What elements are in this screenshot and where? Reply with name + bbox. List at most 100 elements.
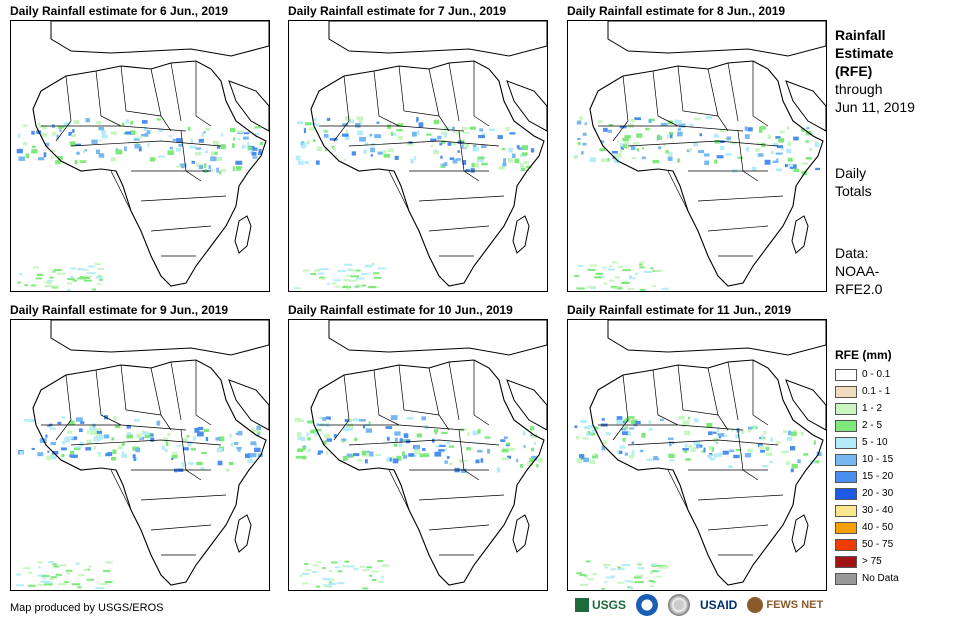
rain-pixel (612, 287, 619, 290)
rain-pixel (579, 583, 589, 586)
rain-pixel (785, 450, 789, 454)
legend-label: 2 - 5 (862, 420, 883, 431)
rain-pixel (361, 272, 369, 275)
legend-swatch (835, 538, 857, 551)
country-border (373, 369, 400, 426)
panel-title: Daily Rainfall estimate for 11 Jun., 201… (567, 303, 792, 317)
data-source-line: NOAA- (835, 263, 880, 279)
rain-pixel (345, 129, 349, 134)
rain-pixel (600, 140, 605, 144)
rain-pixel (67, 430, 73, 434)
rain-pixel (112, 449, 117, 455)
rain-pixel (96, 283, 101, 286)
data-source: Data: NOAA- RFE2.0 (835, 244, 882, 298)
rain-pixel (648, 420, 652, 424)
rain-pixel (452, 142, 457, 146)
rain-pixel (652, 580, 656, 583)
country-border (319, 424, 465, 431)
rain-pixel (359, 136, 366, 142)
rain-pixel (449, 157, 455, 161)
rain-pixel (422, 447, 426, 451)
rain-pixel (77, 586, 82, 589)
africa-outline (310, 359, 545, 586)
rain-pixel (718, 436, 722, 439)
madagascar-outline (512, 514, 530, 553)
rain-pixel (601, 418, 605, 421)
rain-pixel (316, 146, 322, 151)
rain-pixel (639, 263, 643, 266)
rain-pixel (73, 279, 78, 282)
rain-pixel (787, 141, 792, 147)
rain-pixel (711, 447, 714, 452)
rain-pixel (735, 448, 742, 452)
rain-pixel (677, 131, 683, 137)
legend-label: 0 - 0.1 (862, 369, 891, 380)
country-border (110, 170, 132, 212)
rain-pixel (302, 269, 311, 272)
rain-pixel (422, 453, 430, 457)
rain-pixel (174, 468, 178, 473)
rain-pixel (341, 438, 347, 442)
rain-pixel (47, 450, 50, 453)
country-border (752, 61, 769, 127)
rain-pixel (83, 568, 88, 571)
rain-pixel (326, 117, 331, 121)
rain-pixel (660, 418, 664, 421)
rain-pixel (322, 584, 331, 587)
madagascar-outline (512, 215, 530, 254)
rain-pixel (656, 135, 659, 141)
rain-pixel (243, 132, 250, 135)
rain-pixel (353, 453, 360, 457)
rain-pixel (83, 149, 86, 154)
legend-item: No Data (835, 570, 899, 587)
rain-pixel (806, 127, 810, 130)
rain-pixel (100, 587, 105, 590)
country-border (428, 68, 450, 132)
rain-pixel (617, 568, 625, 571)
madagascar-outline (791, 215, 809, 254)
rain-pixel (772, 160, 779, 164)
rain-pixel (763, 430, 767, 435)
rain-pixel (144, 132, 149, 137)
rain-pixel (73, 120, 80, 125)
rain-pixel (530, 426, 535, 431)
rain-pixel (505, 126, 510, 131)
rain-pixel (684, 444, 688, 448)
rain-pixel (432, 150, 439, 154)
rain-pixel (574, 425, 578, 429)
rain-pixel (648, 427, 653, 431)
title-line: Rainfall (835, 27, 886, 43)
rain-pixel (434, 149, 438, 152)
rain-pixel (31, 130, 35, 135)
rain-pixel (813, 440, 816, 445)
rain-pixel (682, 448, 689, 451)
rain-pixel (139, 436, 145, 440)
rain-pixel (663, 143, 666, 148)
rain-pixel (665, 150, 669, 154)
legend-item: 0 - 0.1 (835, 366, 899, 383)
rain-pixel (94, 263, 102, 266)
rain-pixel (617, 265, 623, 268)
rain-pixel (716, 155, 724, 159)
rain-pixel (474, 162, 479, 168)
rainfall-map (10, 20, 270, 292)
rain-pixel (367, 286, 376, 289)
rain-pixel (190, 447, 196, 451)
rain-pixel (506, 455, 512, 459)
rain-pixel (50, 149, 56, 152)
rain-pixel (582, 437, 589, 440)
data-label: Data: (835, 245, 869, 261)
rain-pixel (682, 420, 690, 425)
rain-pixel (304, 160, 309, 165)
rain-pixel (716, 427, 720, 433)
rain-pixel (636, 133, 643, 138)
rain-pixel (337, 270, 347, 273)
rain-pixel (522, 430, 526, 436)
rain-pixel (220, 144, 226, 150)
rain-pixel (218, 170, 222, 175)
fews-globe-icon (747, 597, 764, 613)
country-border (333, 75, 350, 142)
country-border (598, 424, 744, 431)
rain-pixel (631, 450, 635, 456)
rain-pixel (786, 148, 792, 154)
